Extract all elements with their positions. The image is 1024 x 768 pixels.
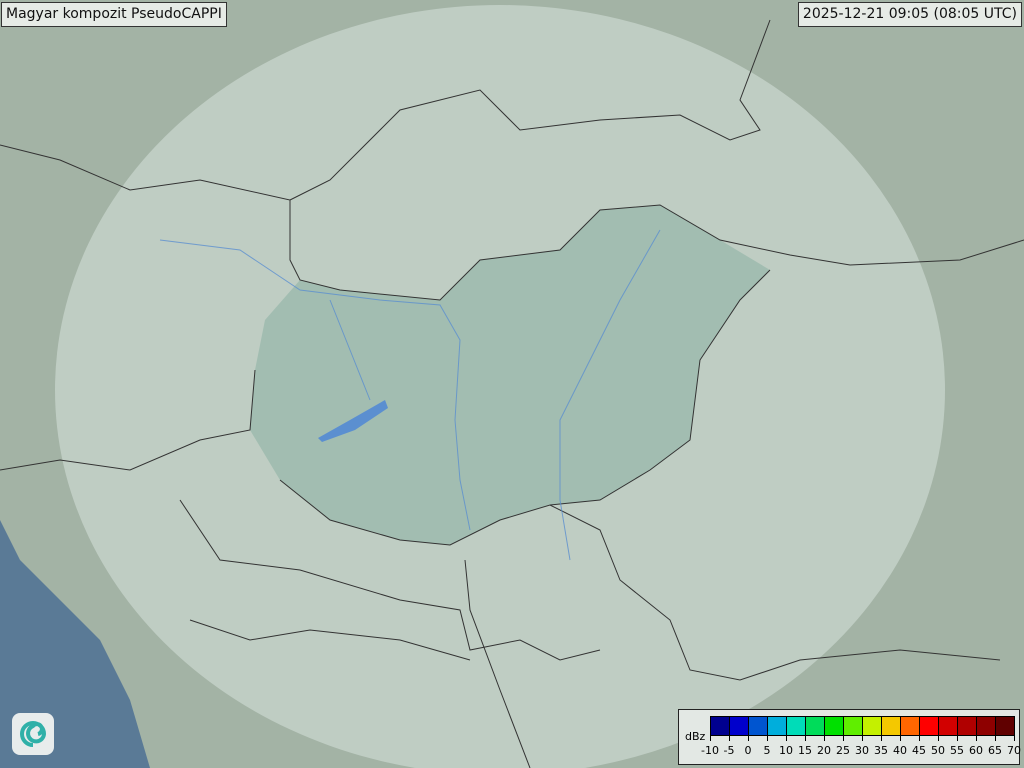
legend-tick-mark xyxy=(919,736,920,741)
legend-tick-mark xyxy=(710,736,711,741)
legend-tick-mark xyxy=(938,736,939,741)
legend-tick-label: 5 xyxy=(763,744,771,757)
legend-color-cell xyxy=(958,717,977,735)
hungary-region xyxy=(250,205,770,545)
legend-tick-label: 45 xyxy=(912,744,926,757)
legend-color-cell xyxy=(711,717,730,735)
adriatic-sea xyxy=(0,520,150,768)
legend-tick-label: 55 xyxy=(950,744,964,757)
legend-tick-label: 50 xyxy=(931,744,945,757)
country-borders xyxy=(0,19,1024,768)
rivers xyxy=(159,229,661,561)
spiral-logo-icon xyxy=(12,713,54,755)
product-title: Magyar kompozit PseudoCAPPI xyxy=(1,2,227,27)
legend-tick-mark xyxy=(995,736,996,741)
legend-tick-mark xyxy=(1014,736,1015,741)
legend-tick-mark xyxy=(805,736,806,741)
legend-color-cell xyxy=(882,717,901,735)
legend-color-cell xyxy=(749,717,768,735)
legend-color-cell xyxy=(939,717,958,735)
legend-tick-mark xyxy=(824,736,825,741)
legend-color-cell xyxy=(901,717,920,735)
legend-tick-label: -10 xyxy=(701,744,719,757)
legend-color-cell xyxy=(768,717,787,735)
legend-tick-label: 20 xyxy=(817,744,831,757)
legend-color-cell xyxy=(863,717,882,735)
legend-tick-mark xyxy=(900,736,901,741)
legend-tick-mark xyxy=(843,736,844,741)
legend-color-cell xyxy=(920,717,939,735)
legend-tick-mark xyxy=(748,736,749,741)
legend-tick-mark xyxy=(767,736,768,741)
legend-tick-mark xyxy=(786,736,787,741)
legend-tick-label: 0 xyxy=(744,744,752,757)
legend-color-cell xyxy=(977,717,996,735)
legend-color-cell xyxy=(825,717,844,735)
legend-tick-mark xyxy=(976,736,977,741)
legend-tick-label: 60 xyxy=(969,744,983,757)
legend-tick-mark xyxy=(862,736,863,741)
legend-tick-label: 35 xyxy=(874,744,888,757)
legend-color-cell xyxy=(996,717,1014,735)
legend-color-cell xyxy=(787,717,806,735)
lake-balaton xyxy=(318,400,388,442)
legend-color-cell xyxy=(844,717,863,735)
legend-tick-mark xyxy=(881,736,882,741)
legend-tick-label: 70 xyxy=(1007,744,1021,757)
dbz-color-legend: dBz -10 -5 0 5 10 15 20 25 30 35 40 45 50 55 60 65 70 xyxy=(678,709,1021,765)
legend-tick-mark xyxy=(729,736,730,741)
legend-tick-label: 40 xyxy=(893,744,907,757)
legend-tick-label: 30 xyxy=(855,744,869,757)
legend-tick-label: 10 xyxy=(779,744,793,757)
legend-tick-label: 15 xyxy=(798,744,812,757)
legend-tick-mark xyxy=(957,736,958,741)
legend-tick-label: 25 xyxy=(836,744,850,757)
legend-tick-label: 65 xyxy=(988,744,1002,757)
legend-unit: dBz xyxy=(685,730,706,743)
legend-tick-label: -5 xyxy=(723,744,735,757)
timestamp: 2025-12-21 09:05 (08:05 UTC) xyxy=(797,2,1022,27)
legend-color-cell xyxy=(806,717,825,735)
legend-color-cell xyxy=(730,717,749,735)
